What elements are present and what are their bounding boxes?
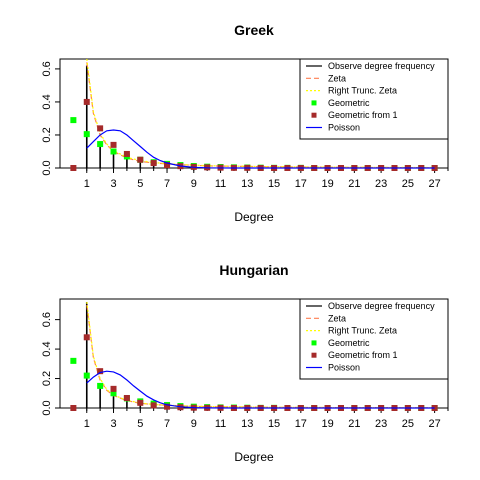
x-tick-label: 19 <box>321 418 333 430</box>
legend-label: Geometric <box>328 338 370 348</box>
y-tick-label: 0.0 <box>41 400 53 415</box>
x-tick-label: 21 <box>348 178 360 190</box>
legend-label: Right Trunc. Zeta <box>328 86 397 96</box>
legend-label: Poisson <box>328 123 360 133</box>
y-tick-label: 0.6 <box>41 312 53 327</box>
x-tick-label: 25 <box>402 178 414 190</box>
data-point-geometric-from-1 <box>137 399 144 406</box>
data-point-geometric <box>70 117 77 124</box>
legend-label: Zeta <box>328 313 346 323</box>
legend-label: Geometric <box>328 98 370 108</box>
legend-label: Geometric from 1 <box>328 110 398 120</box>
x-tick-label: 23 <box>375 178 387 190</box>
data-point-geometric-from-1 <box>97 368 104 375</box>
data-point-geometric-from-1 <box>431 165 438 171</box>
data-point-geometric-from-1 <box>123 394 130 401</box>
data-point-geometric-from-1 <box>164 162 171 169</box>
x-tick-label: 11 <box>215 418 226 430</box>
data-point-geometric <box>97 382 104 389</box>
chart-panel-hungarian: Hungarian Degree 0.00.20.40.61 3 5 7 9 11 13 15… <box>41 262 449 464</box>
x-tick-label: 9 <box>191 178 197 190</box>
x-tick-label: 27 <box>428 418 440 430</box>
data-point-geometric-from-1 <box>150 402 157 409</box>
data-point-geometric <box>83 372 90 379</box>
data-point-geometric-from-1 <box>137 156 144 163</box>
x-tick-label: 17 <box>295 418 307 430</box>
chart-title: Greek <box>234 22 274 38</box>
legend-box <box>299 58 449 140</box>
x-tick-label: 3 <box>110 418 116 430</box>
series-line-poisson <box>86 370 435 409</box>
x-tick-label: 13 <box>241 178 253 190</box>
x-tick-label: 5 <box>137 418 143 430</box>
data-point-geometric-from-1 <box>110 141 117 148</box>
data-point-geometric-from-1 <box>431 405 438 411</box>
x-tick-label: 15 <box>268 418 280 430</box>
y-tick-label: 0.6 <box>41 61 53 76</box>
y-tick-label: 0.2 <box>41 371 53 386</box>
y-tick-label: 0.2 <box>41 127 53 142</box>
x-tick-label: 19 <box>321 178 333 190</box>
x-axis-label: Degree <box>234 450 274 464</box>
chart-panel-greek: Greek Degree 0.00.20.40.61 3 5 7 9 11 13 15 17 19… <box>41 22 449 224</box>
legend-swatch <box>311 112 317 118</box>
data-point-geometric-from-1 <box>164 403 171 410</box>
y-tick-label: 0.4 <box>41 341 53 356</box>
legend-swatch <box>311 352 317 358</box>
x-tick-label: 1 <box>84 418 90 430</box>
x-tick-label: 11 <box>215 178 226 190</box>
data-point-geometric <box>110 148 117 155</box>
x-tick-label: 13 <box>241 418 253 430</box>
legend-label: Poisson <box>328 363 360 373</box>
x-tick-label: 17 <box>295 178 307 190</box>
data-point-geometric <box>97 141 104 148</box>
x-tick-label: 7 <box>164 178 170 190</box>
x-tick-label: 7 <box>164 418 170 430</box>
data-point-geometric-from-1 <box>83 334 90 341</box>
legend-label: Geometric from 1 <box>328 350 398 360</box>
data-point-geometric-from-1 <box>83 98 90 105</box>
data-point-geometric-from-1 <box>97 125 104 132</box>
x-tick-label: 25 <box>402 418 414 430</box>
legend-label: Zeta <box>328 73 346 83</box>
x-tick-label: 3 <box>110 178 116 190</box>
x-tick-label: 21 <box>348 418 360 430</box>
data-point-geometric <box>70 357 77 364</box>
data-point-geometric-from-1 <box>70 165 77 171</box>
x-axis-label: Degree <box>234 210 274 224</box>
legend-box <box>299 298 449 380</box>
data-point-geometric <box>110 390 117 397</box>
data-point-geometric-from-1 <box>123 150 130 157</box>
legend-label: Observe degree frequency <box>328 301 435 311</box>
x-tick-label: 15 <box>268 178 280 190</box>
x-tick-label: 23 <box>375 418 387 430</box>
series-line-poisson <box>86 129 435 169</box>
legend-label: Right Trunc. Zeta <box>328 326 397 336</box>
x-tick-label: 27 <box>428 178 440 190</box>
data-point-geometric-from-1 <box>110 385 117 392</box>
x-tick-label: 5 <box>137 178 143 190</box>
legend-label: Observe degree frequency <box>328 61 435 71</box>
legend-swatch <box>311 340 317 346</box>
data-point-geometric-from-1 <box>150 160 157 167</box>
legend-swatch <box>311 100 317 106</box>
y-tick-label: 0.0 <box>41 160 53 175</box>
x-tick-label: 9 <box>191 418 197 430</box>
chart-title: Hungarian <box>219 262 288 278</box>
y-tick-label: 0.4 <box>41 94 53 109</box>
x-tick-label: 1 <box>84 178 90 190</box>
data-point-geometric-from-1 <box>70 405 77 411</box>
data-point-geometric <box>83 131 90 138</box>
